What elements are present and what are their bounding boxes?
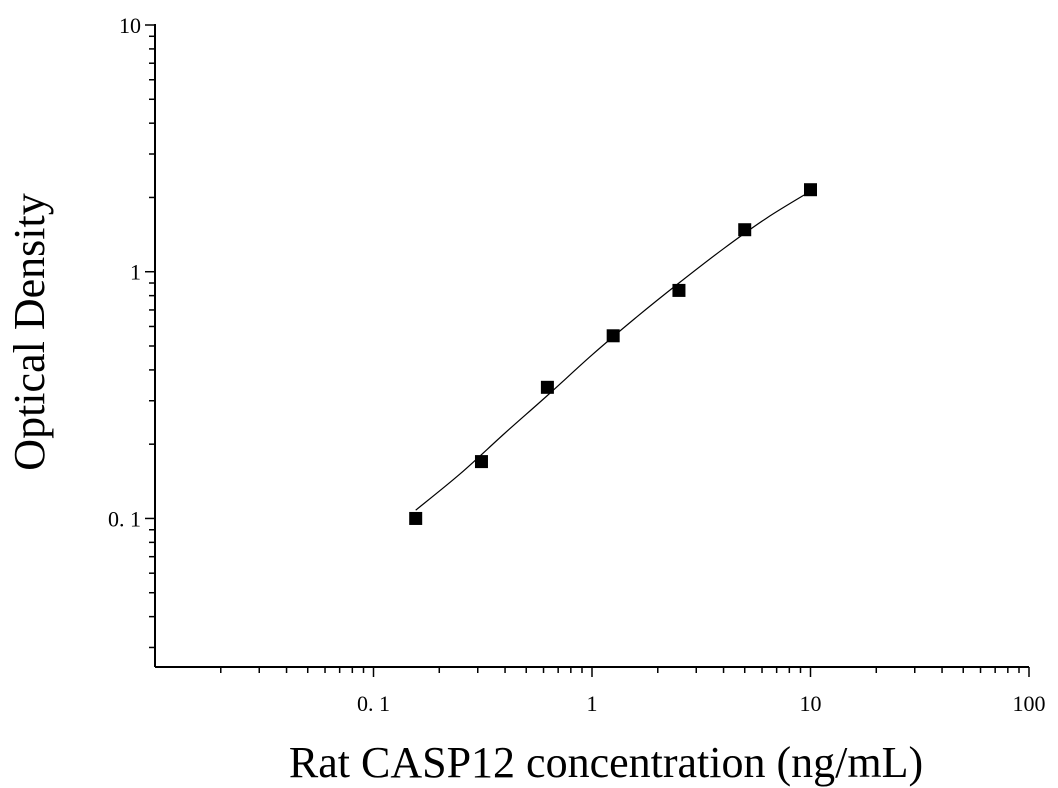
data-point — [474, 455, 488, 469]
x-tick-label: 10 — [800, 691, 822, 716]
data-point — [804, 183, 817, 197]
y-tick-label: 1 — [130, 260, 141, 285]
x-tick-label: 100 — [1013, 691, 1046, 716]
data-point — [540, 380, 554, 394]
plot-area: 0. 1 1 10 100 0. 1 1 10 — [108, 13, 1046, 716]
fit-curve — [415, 190, 811, 511]
x-tick-label: 1 — [587, 691, 598, 716]
x-tick-label: 0. 1 — [357, 691, 390, 716]
data-point — [409, 511, 423, 525]
y-tick-label: 0. 1 — [108, 506, 141, 531]
y-axis-title: Optical Density — [5, 193, 54, 470]
x-axis-title: Rat CASP12 concentration (ng/mL) — [289, 738, 923, 787]
data-point — [738, 223, 752, 237]
data-point — [672, 283, 686, 297]
y-tick-label: 10 — [119, 13, 141, 38]
data-point — [606, 329, 620, 343]
